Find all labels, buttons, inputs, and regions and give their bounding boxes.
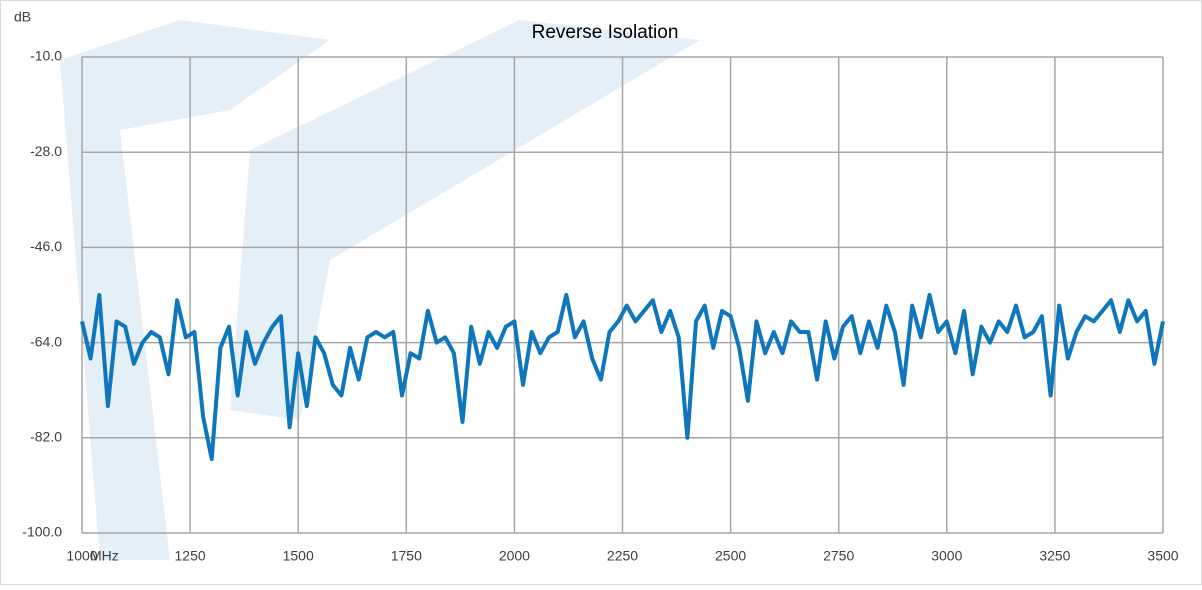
x-tick-label: 3000	[931, 548, 962, 564]
x-tick-label: 1750	[391, 548, 422, 564]
x-tick-label: 2250	[607, 548, 638, 564]
y-tick-label: -28.0	[30, 143, 62, 159]
x-tick-label: 2500	[715, 548, 746, 564]
y-tick-label: -100.0	[22, 524, 62, 540]
chart-title: Reverse Isolation	[532, 22, 679, 43]
page: {"chart_data": { "type": "line", "title"…	[0, 0, 1202, 590]
x-tick-label: 3500	[1147, 548, 1178, 564]
chart: Reverse Isolation dB MHz -100.0-82.0-64.…	[0, 0, 1202, 585]
x-tick-label: 2750	[823, 548, 854, 564]
x-tick-label: 1000	[66, 548, 97, 564]
x-tick-label: 1250	[175, 548, 206, 564]
y-tick-label: -46.0	[30, 238, 62, 254]
x-tick-label: 1500	[283, 548, 314, 564]
x-tick-label: 3250	[1039, 548, 1070, 564]
x-tick-label: 2000	[499, 548, 530, 564]
y-axis-label: dB	[14, 9, 31, 25]
y-tick-label: -64.0	[30, 333, 62, 349]
y-tick-label: -82.0	[30, 429, 62, 445]
y-tick-label: -10.0	[30, 48, 62, 64]
